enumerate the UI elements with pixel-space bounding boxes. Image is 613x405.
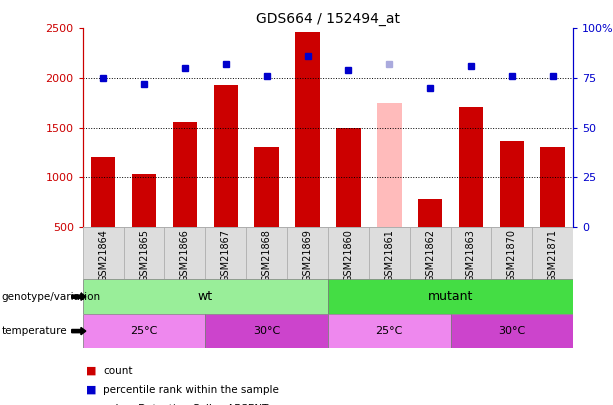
- Text: GSM21869: GSM21869: [303, 229, 313, 282]
- Text: GSM21870: GSM21870: [507, 229, 517, 282]
- Text: GSM21863: GSM21863: [466, 229, 476, 282]
- Bar: [409, 227, 451, 279]
- Bar: [328, 279, 573, 314]
- Text: count: count: [103, 366, 132, 375]
- Bar: [295, 32, 320, 227]
- Text: GSM21862: GSM21862: [425, 229, 435, 282]
- Text: GSM21866: GSM21866: [180, 229, 190, 282]
- Bar: [451, 227, 492, 279]
- Bar: [213, 85, 238, 227]
- Text: GSM21861: GSM21861: [384, 229, 394, 282]
- Bar: [83, 314, 205, 348]
- Text: 30°C: 30°C: [253, 326, 280, 336]
- Bar: [124, 227, 164, 279]
- Text: temperature: temperature: [1, 326, 67, 336]
- Text: ■: ■: [86, 366, 96, 375]
- Text: percentile rank within the sample: percentile rank within the sample: [103, 385, 279, 395]
- Bar: [459, 107, 483, 227]
- Text: GSM21865: GSM21865: [139, 229, 149, 282]
- Bar: [173, 122, 197, 227]
- Text: GSM21868: GSM21868: [262, 229, 272, 282]
- Bar: [532, 227, 573, 279]
- Text: 25°C: 25°C: [131, 326, 158, 336]
- Bar: [132, 174, 156, 227]
- Text: GSM21871: GSM21871: [548, 229, 558, 282]
- Bar: [418, 199, 443, 227]
- Text: GSM21860: GSM21860: [343, 229, 353, 282]
- Text: GSM21864: GSM21864: [98, 229, 108, 282]
- Text: mutant: mutant: [428, 290, 473, 303]
- Bar: [246, 227, 287, 279]
- Bar: [328, 227, 369, 279]
- Bar: [254, 147, 279, 227]
- Text: 25°C: 25°C: [376, 326, 403, 336]
- Bar: [492, 227, 532, 279]
- Bar: [91, 158, 115, 227]
- Bar: [287, 227, 328, 279]
- Text: GSM21867: GSM21867: [221, 229, 230, 282]
- Bar: [164, 227, 205, 279]
- Bar: [205, 314, 328, 348]
- Text: wt: wt: [198, 290, 213, 303]
- Text: 30°C: 30°C: [498, 326, 525, 336]
- Title: GDS664 / 152494_at: GDS664 / 152494_at: [256, 12, 400, 26]
- Bar: [205, 227, 246, 279]
- Text: ■: ■: [86, 385, 96, 395]
- Text: genotype/variation: genotype/variation: [1, 292, 101, 302]
- Bar: [500, 141, 524, 227]
- Bar: [541, 147, 565, 227]
- Bar: [377, 103, 402, 227]
- Bar: [336, 128, 360, 227]
- Bar: [83, 279, 328, 314]
- Bar: [369, 227, 409, 279]
- Bar: [451, 314, 573, 348]
- Bar: [328, 314, 451, 348]
- Bar: [83, 227, 124, 279]
